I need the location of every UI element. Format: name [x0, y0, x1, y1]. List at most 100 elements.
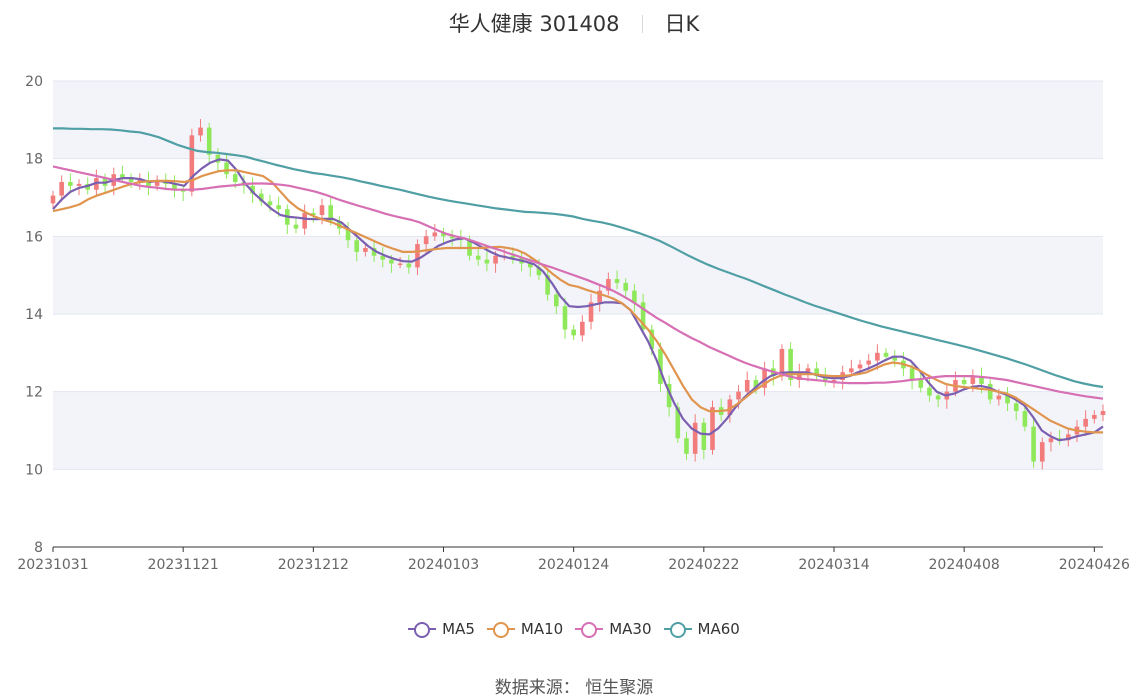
candle-down [623, 282, 629, 291]
candle-down [545, 275, 550, 295]
legend-item-ma30[interactable]: MA30 [575, 620, 652, 638]
candle-up [137, 180, 143, 182]
legend-item-ma60[interactable]: MA60 [663, 620, 740, 638]
candle-down [1031, 426, 1036, 462]
candle-down [371, 247, 377, 256]
y-tick-label: 10 [25, 462, 43, 478]
candle-up [1100, 411, 1106, 415]
candle-up [692, 422, 698, 454]
stock-name-code: 华人健康 301408 [448, 12, 620, 36]
candle-up [59, 181, 64, 196]
candle-down [571, 329, 576, 336]
x-tick-label: 20240408 [929, 557, 1000, 573]
candle-down [918, 380, 924, 388]
candle-up [198, 127, 203, 136]
candle-down [215, 154, 221, 163]
grid-band [53, 236, 1103, 314]
candle-down [120, 174, 125, 179]
legend-label: MA5 [442, 620, 475, 638]
candle-up [796, 372, 802, 381]
x-tick-label: 20240103 [408, 557, 479, 573]
candle-up [1065, 434, 1071, 441]
x-tick-label: 20231121 [148, 557, 219, 573]
candle-up [154, 180, 160, 186]
candle-up [1083, 418, 1088, 427]
y-tick-label: 14 [25, 307, 43, 323]
y-tick-label: 8 [34, 540, 43, 556]
candle-down [788, 348, 793, 381]
x-tick-label: 20231031 [17, 557, 88, 573]
legend-marker-icon [663, 622, 692, 638]
candle-up [805, 368, 811, 373]
legend-label: MA60 [697, 620, 740, 638]
candle-down [389, 259, 394, 264]
candle-down [232, 174, 238, 182]
ma-line-ma5 [52, 158, 1104, 442]
chart-legend: MA5 MA10 MA30 MA60 [0, 620, 1148, 640]
y-tick-label: 20 [25, 74, 43, 90]
source-name: 恒生聚源 [585, 678, 654, 698]
candle-down [562, 306, 568, 330]
candle-down [258, 193, 264, 202]
candle-down [632, 290, 637, 303]
candle-down [354, 240, 360, 252]
candle-down [293, 224, 299, 229]
candle-down [328, 205, 333, 221]
candle-down [640, 302, 646, 330]
candle-down [1013, 403, 1019, 412]
legend-label: MA10 [520, 620, 564, 638]
candle-down [172, 183, 177, 190]
ma-line-ma30 [52, 165, 1104, 400]
source-label: 数据来源： [494, 678, 580, 698]
x-tick-label: 20231212 [278, 557, 349, 573]
candle-down [276, 205, 281, 210]
candle-up [363, 247, 368, 252]
grid-band [53, 391, 1103, 470]
candle-up [779, 348, 785, 377]
candle-up [744, 380, 750, 392]
candle-up [866, 360, 872, 365]
legend-label: MA30 [609, 620, 652, 638]
candle-down [675, 407, 681, 439]
period-label[interactable]: 日K [664, 12, 700, 36]
candle-down [554, 294, 559, 307]
candle-down [909, 368, 915, 381]
title-divider [641, 15, 643, 33]
x-tick-label: 20240314 [798, 557, 869, 573]
candle-up [1092, 414, 1097, 419]
candle-up [597, 290, 602, 303]
y-tick-label: 18 [25, 152, 43, 168]
legend-marker-icon [575, 622, 604, 638]
candle-up [423, 236, 429, 245]
candle-up [493, 255, 498, 264]
candle-up [736, 391, 741, 400]
candle-down [250, 185, 255, 194]
candle-down [927, 387, 932, 396]
legend-item-ma5[interactable]: MA5 [408, 620, 475, 638]
candle-up [831, 380, 837, 382]
candle-down [1022, 411, 1028, 427]
candle-down [267, 201, 273, 206]
legend-item-ma10[interactable]: MA10 [486, 620, 564, 638]
candle-down [449, 236, 455, 239]
candle-down [753, 380, 759, 388]
candle-down [987, 383, 993, 400]
candle-down [979, 376, 984, 384]
candle-up [875, 352, 880, 361]
data-source: 数据来源： 恒生聚源 [0, 673, 1148, 698]
candle-down [441, 232, 446, 237]
candle-up [857, 364, 863, 369]
candle-down [701, 422, 707, 450]
candle-down [527, 263, 533, 268]
candle-up [50, 195, 56, 204]
candle-up [189, 135, 195, 192]
x-tick-label: 20240124 [538, 557, 609, 573]
candle-down [892, 356, 898, 361]
candle-down [814, 368, 819, 377]
candle-up [996, 395, 1002, 400]
candle-up [415, 244, 420, 268]
candle-up [432, 232, 438, 237]
candle-down [614, 279, 620, 283]
grid-band [53, 81, 1103, 159]
